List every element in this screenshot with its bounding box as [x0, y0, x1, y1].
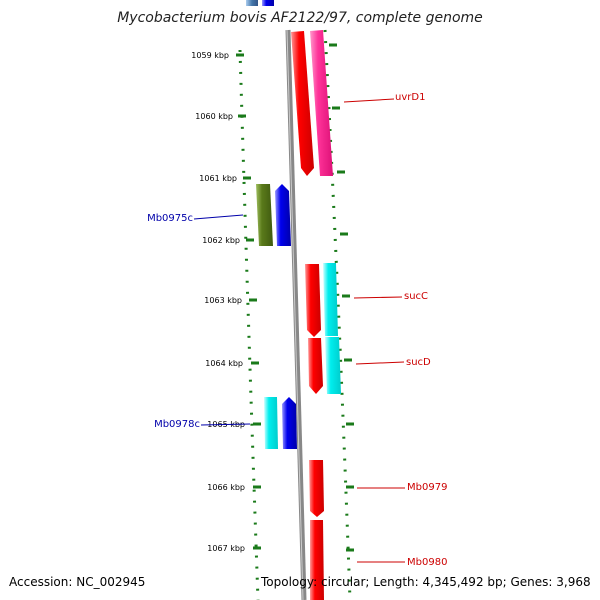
leader-Mb0978c: [200, 423, 251, 426]
leader-Mb0975c: [193, 214, 244, 220]
label-Mb0979[interactable]: Mb0979: [407, 482, 447, 493]
label-uvrD1[interactable]: uvrD1: [395, 92, 425, 103]
leader-sucC: [353, 296, 403, 299]
leader-sucD: [355, 361, 405, 365]
label-sucD[interactable]: sucD: [406, 357, 431, 368]
gene-cyan-3[interactable]: [264, 397, 278, 449]
kbp-label: 1060 kbp: [195, 112, 233, 121]
gene-Mb0975c[interactable]: [275, 184, 291, 246]
kbp-label: 1066 kbp: [207, 483, 245, 492]
kbp-label: 1061 kbp: [199, 174, 237, 183]
accession-label: Accession: NC_002945: [9, 575, 146, 589]
label-sucC[interactable]: sucC: [404, 291, 428, 302]
label-Mb0978c[interactable]: Mb0978c: [154, 419, 200, 430]
genome-backbone-highlight: [286, 29, 304, 600]
leader-uvrD1: [343, 98, 395, 103]
kbp-label: 1067 kbp: [207, 544, 245, 553]
tick-ring-outer-right: [323, 29, 352, 600]
gene-top-steel[interactable]: [246, 0, 258, 6]
kbp-label: 1062 kbp: [202, 236, 240, 245]
kbp-label: 1063 kbp: [204, 296, 242, 305]
kbp-label: 1059 kbp: [191, 51, 229, 60]
gene-magenta[interactable]: [310, 30, 333, 176]
gene-olive[interactable]: [256, 184, 273, 246]
genome-backbone: [285, 29, 307, 600]
gene-cyan-2[interactable]: [325, 337, 341, 394]
gene-sucC[interactable]: [305, 264, 321, 337]
kbp-labels: 1059 kbp 1060 kbp 1061 kbp 1062 kbp 1063…: [191, 51, 245, 553]
gene-Mb0980[interactable]: [310, 520, 324, 600]
gene-top-blue[interactable]: [262, 0, 274, 6]
gene-labels: uvrD1 Mb0975c sucC sucD Mb0978c Mb0979 M…: [147, 92, 447, 568]
map-title: Mycobacterium bovis AF2122/97, complete …: [117, 10, 483, 26]
gene-cyan-1[interactable]: [323, 263, 338, 336]
gene-uvrD1[interactable]: [291, 31, 314, 176]
major-ticks: [236, 43, 354, 552]
label-Mb0975c[interactable]: Mb0975c: [147, 213, 193, 224]
label-Mb0980[interactable]: Mb0980: [407, 557, 447, 568]
label-lines: [193, 98, 405, 563]
genome-summary: Topology: circular; Length: 4,345,492 bp…: [261, 575, 591, 589]
kbp-label: 1064 kbp: [205, 359, 243, 368]
gene-sucD[interactable]: [308, 338, 323, 394]
gene-Mb0978c[interactable]: [282, 397, 297, 449]
tick-ring-inner-left: [238, 49, 260, 600]
gene-Mb0979[interactable]: [309, 460, 324, 517]
